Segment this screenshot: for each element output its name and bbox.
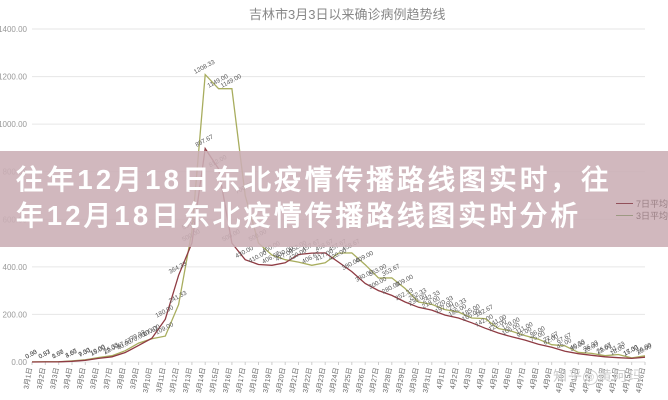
svg-text:241.33: 241.33 (168, 289, 189, 304)
svg-text:200.00: 200.00 (3, 310, 28, 319)
svg-text:3月4日: 3月4日 (62, 367, 74, 390)
svg-text:3月3日: 3月3日 (49, 367, 61, 390)
svg-text:3月25日: 3月25日 (341, 367, 353, 394)
svg-text:100.00: 100.00 (141, 323, 162, 338)
svg-text:3月18日: 3月18日 (248, 367, 260, 394)
svg-text:3月5日: 3月5日 (76, 367, 88, 390)
svg-text:3月7日: 3月7日 (102, 367, 114, 390)
svg-text:3月9日: 3月9日 (129, 367, 141, 390)
svg-text:3.00: 3.00 (64, 348, 79, 360)
svg-text:4月1日: 4月1日 (435, 367, 447, 390)
svg-text:3月22日: 3月22日 (301, 367, 313, 394)
svg-text:4月2日: 4月2日 (449, 367, 461, 390)
svg-text:3月12日: 3月12日 (168, 367, 180, 394)
svg-text:4月8日: 4月8日 (529, 367, 541, 390)
svg-text:1208.33: 1208.33 (193, 59, 217, 76)
svg-text:1400.00: 1400.00 (0, 25, 28, 34)
svg-text:3月26日: 3月26日 (355, 367, 367, 394)
svg-text:3月13日: 3月13日 (182, 367, 194, 394)
svg-text:4月6日: 4月6日 (502, 367, 514, 390)
svg-text:3月30日: 3月30日 (408, 367, 420, 394)
svg-text:3月8日: 3月8日 (116, 367, 128, 390)
svg-text:3月16日: 3月16日 (222, 367, 234, 394)
svg-text:4月5日: 4月5日 (489, 367, 501, 390)
svg-text:0.67: 0.67 (51, 348, 66, 360)
svg-text:3月17日: 3月17日 (235, 367, 247, 394)
svg-text:3月2日: 3月2日 (36, 367, 48, 390)
svg-text:3月6日: 3月6日 (89, 367, 101, 390)
svg-text:180.00: 180.00 (154, 304, 175, 319)
svg-text:3月27日: 3月27日 (368, 367, 380, 394)
svg-text:3月31日: 3月31日 (421, 367, 433, 394)
svg-text:4月3日: 4月3日 (462, 367, 474, 390)
svg-text:3月15日: 3月15日 (208, 367, 220, 394)
svg-text:3月11日: 3月11日 (155, 367, 167, 393)
svg-text:3月24日: 3月24日 (328, 367, 340, 394)
svg-text:3月28日: 3月28日 (381, 367, 393, 394)
svg-text:3月14日: 3月14日 (195, 367, 207, 394)
svg-text:3月20日: 3月20日 (275, 367, 287, 394)
svg-text:4月4日: 4月4日 (475, 367, 487, 390)
svg-text:3月1日: 3月1日 (22, 367, 34, 390)
svg-text:0.00: 0.00 (11, 358, 27, 367)
svg-text:3月23日: 3月23日 (315, 367, 327, 394)
svg-text:3月29日: 3月29日 (395, 367, 407, 394)
svg-text:364.33: 364.33 (168, 260, 189, 275)
svg-text:3月10日: 3月10日 (142, 367, 154, 394)
svg-text:3月19日: 3月19日 (262, 367, 274, 394)
svg-text:1000.00: 1000.00 (0, 120, 28, 129)
svg-text:0.33: 0.33 (38, 348, 53, 360)
svg-text:897.67: 897.67 (194, 133, 215, 148)
svg-text:1200.00: 1200.00 (0, 73, 28, 82)
svg-text:3月21日: 3月21日 (288, 367, 300, 394)
svg-text:4月9日: 4月9日 (542, 367, 554, 390)
svg-text:380.00: 380.00 (341, 256, 362, 271)
svg-text:400.00: 400.00 (3, 263, 28, 272)
svg-text:4月7日: 4月7日 (515, 367, 527, 390)
